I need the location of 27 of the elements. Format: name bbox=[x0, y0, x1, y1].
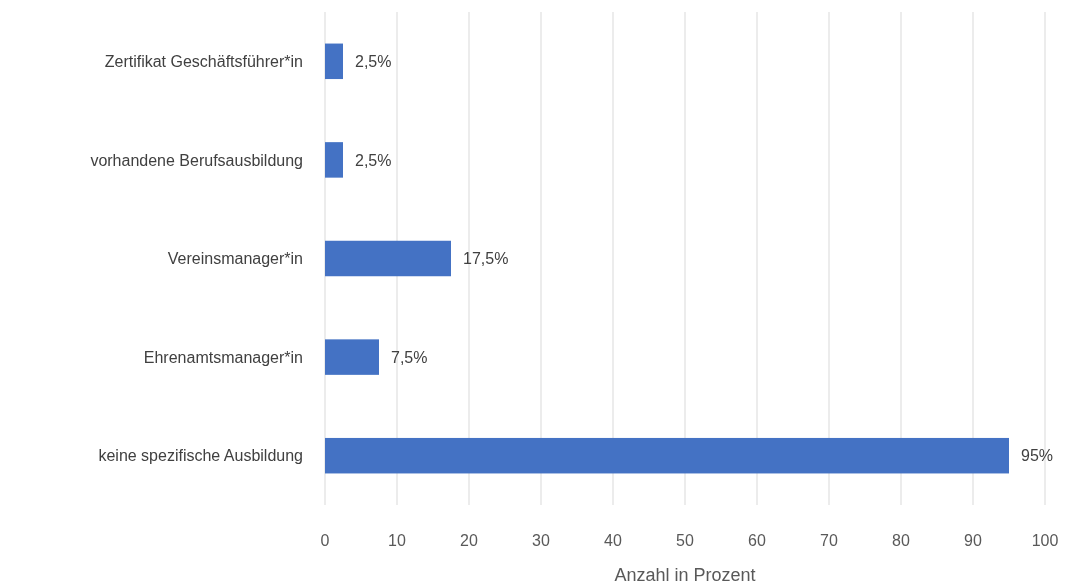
x-tick-label: 50 bbox=[676, 532, 694, 549]
x-tick-label: 90 bbox=[964, 532, 982, 549]
x-tick-label: 40 bbox=[604, 532, 622, 549]
x-tick-label: 0 bbox=[320, 532, 330, 549]
x-tick-label: 10 bbox=[388, 532, 406, 549]
y-tick-label: Ehrenamtsmanager*in bbox=[143, 348, 303, 366]
x-axis-title: Anzahl in Prozent bbox=[614, 565, 756, 585]
bar bbox=[325, 437, 1009, 474]
data-label: 7,5% bbox=[391, 348, 428, 366]
x-tick-label: 20 bbox=[460, 532, 478, 549]
y-tick-label: keine spezifische Ausbildung bbox=[98, 447, 303, 465]
bar bbox=[325, 142, 343, 178]
x-tick-label: 70 bbox=[820, 532, 838, 549]
x-tick-label: 80 bbox=[892, 532, 910, 549]
bar bbox=[325, 240, 451, 277]
data-label: 95% bbox=[1021, 447, 1054, 465]
data-label: 2,5% bbox=[355, 151, 392, 169]
y-tick-label: Vereinsmanager*in bbox=[167, 250, 303, 268]
bar bbox=[325, 43, 343, 80]
x-tick-label: 60 bbox=[748, 532, 766, 549]
x-tick-label: 100 bbox=[1031, 532, 1059, 549]
y-tick-label: vorhandene Berufsausbildung bbox=[90, 151, 303, 169]
data-label: 17,5% bbox=[463, 250, 509, 268]
bar bbox=[325, 339, 379, 375]
x-tick-label: 30 bbox=[532, 532, 550, 549]
data-label: 2,5% bbox=[355, 52, 392, 70]
y-tick-label: Zertifikat Geschäftsführer*in bbox=[104, 52, 303, 70]
